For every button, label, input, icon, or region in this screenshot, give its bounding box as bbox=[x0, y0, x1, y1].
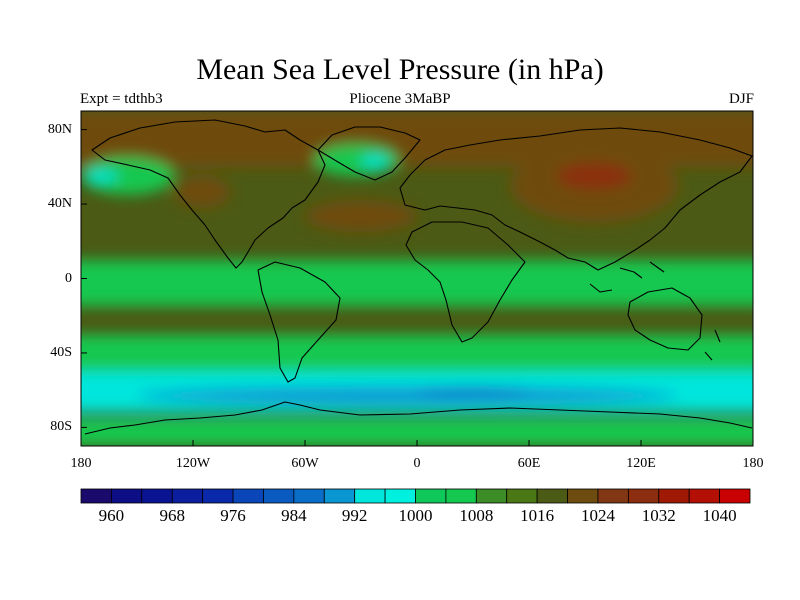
colorbar-label: 1008 bbox=[459, 506, 494, 525]
colorbar-label: 984 bbox=[281, 506, 307, 525]
colorbar-label: 992 bbox=[341, 506, 368, 525]
colorbar-swatch bbox=[141, 488, 173, 504]
colorbar-label: 1040 bbox=[702, 506, 737, 525]
colorbar-swatch bbox=[232, 488, 264, 504]
lat-tick-label: 80N bbox=[47, 121, 72, 137]
lon-tick-label: 120W bbox=[175, 456, 211, 471]
colorbar-swatch bbox=[475, 488, 508, 504]
colorbar-swatch bbox=[80, 488, 112, 504]
colorbar-swatch bbox=[415, 488, 447, 504]
lon-tick-label: 180 bbox=[70, 456, 92, 471]
colorbar-swatch bbox=[171, 488, 204, 504]
pressure-zone-southern-band bbox=[81, 334, 753, 381]
colorbar-swatch bbox=[445, 488, 477, 504]
colorbar-swatch bbox=[384, 488, 416, 504]
lat-tick-label: 0 bbox=[65, 270, 72, 286]
colorbar-swatch bbox=[658, 488, 690, 504]
lat-tick-label: 40S bbox=[50, 344, 72, 360]
coast-australia bbox=[627, 287, 703, 351]
pressure-zone-equatorial-band bbox=[81, 259, 753, 307]
coast-south-america bbox=[257, 261, 341, 383]
coast-north-america bbox=[91, 119, 326, 269]
colorbar-swatch bbox=[567, 488, 599, 504]
colorbar-swatch bbox=[354, 488, 386, 504]
pressure-zone-icelandic-low bbox=[314, 144, 399, 177]
colorbar-label: 976 bbox=[220, 506, 246, 525]
pressure-zone-aleutian-low bbox=[81, 157, 175, 195]
map-title: Mean Sea Level Pressure (in hPa) bbox=[196, 53, 604, 86]
pressure-zone-north-america-high bbox=[174, 176, 231, 208]
colorbar-swatch bbox=[597, 488, 629, 504]
colorbar-swatch bbox=[202, 488, 234, 504]
colorbar-label: 1024 bbox=[580, 506, 615, 525]
coast-antarctica bbox=[84, 401, 753, 435]
colorbar-label: 960 bbox=[98, 506, 125, 525]
colorbar-swatch bbox=[506, 488, 538, 504]
lon-tick-label: 180 bbox=[742, 456, 764, 471]
lon-tick-label: 60E bbox=[517, 456, 541, 471]
pressure-zone-antarctica bbox=[81, 418, 753, 446]
coast-islands bbox=[589, 261, 721, 361]
colorbar-label: 1016 bbox=[520, 506, 555, 525]
lon-tick-label: 60W bbox=[291, 456, 319, 471]
pressure-zone-siberian-core bbox=[557, 163, 632, 190]
lat-tick-label: 40N bbox=[47, 196, 72, 212]
colorbar-label: 1000 bbox=[398, 506, 433, 525]
coast-eurasia bbox=[399, 127, 753, 271]
pressure-zone-southern-deep bbox=[417, 386, 529, 396]
coast-greenland bbox=[317, 126, 421, 181]
colorbar-swatch bbox=[263, 488, 295, 504]
colorbar-swatch bbox=[536, 488, 568, 504]
colorbar-swatch bbox=[719, 488, 751, 504]
lon-tick-label: 120E bbox=[626, 456, 656, 471]
pressure-zone-north-atlantic-high bbox=[305, 200, 417, 232]
colorbar-swatch bbox=[323, 488, 356, 504]
colorbar-swatch bbox=[111, 488, 143, 504]
colorbar-label: 1032 bbox=[641, 506, 676, 525]
period-label: Pliocene 3MaBP bbox=[349, 91, 451, 107]
pressure-zone-aleutian-core bbox=[84, 170, 119, 182]
season-label: DJF bbox=[728, 91, 754, 107]
colorbar bbox=[80, 488, 751, 504]
experiment-label: Expt = tdthb3 bbox=[80, 91, 163, 107]
lon-tick-label: 0 bbox=[413, 456, 421, 471]
pressure-zone-southern-core bbox=[137, 386, 679, 406]
coast-africa bbox=[405, 221, 526, 343]
lat-tick-label: 80S bbox=[50, 419, 72, 435]
coastlines bbox=[84, 119, 753, 435]
pressure-zone-icelandic-core bbox=[361, 155, 389, 167]
colorbar-swatch bbox=[293, 488, 325, 504]
colorbar-swatch bbox=[688, 488, 720, 504]
colorbar-label: 968 bbox=[159, 506, 185, 525]
colorbar-swatch bbox=[627, 488, 660, 504]
